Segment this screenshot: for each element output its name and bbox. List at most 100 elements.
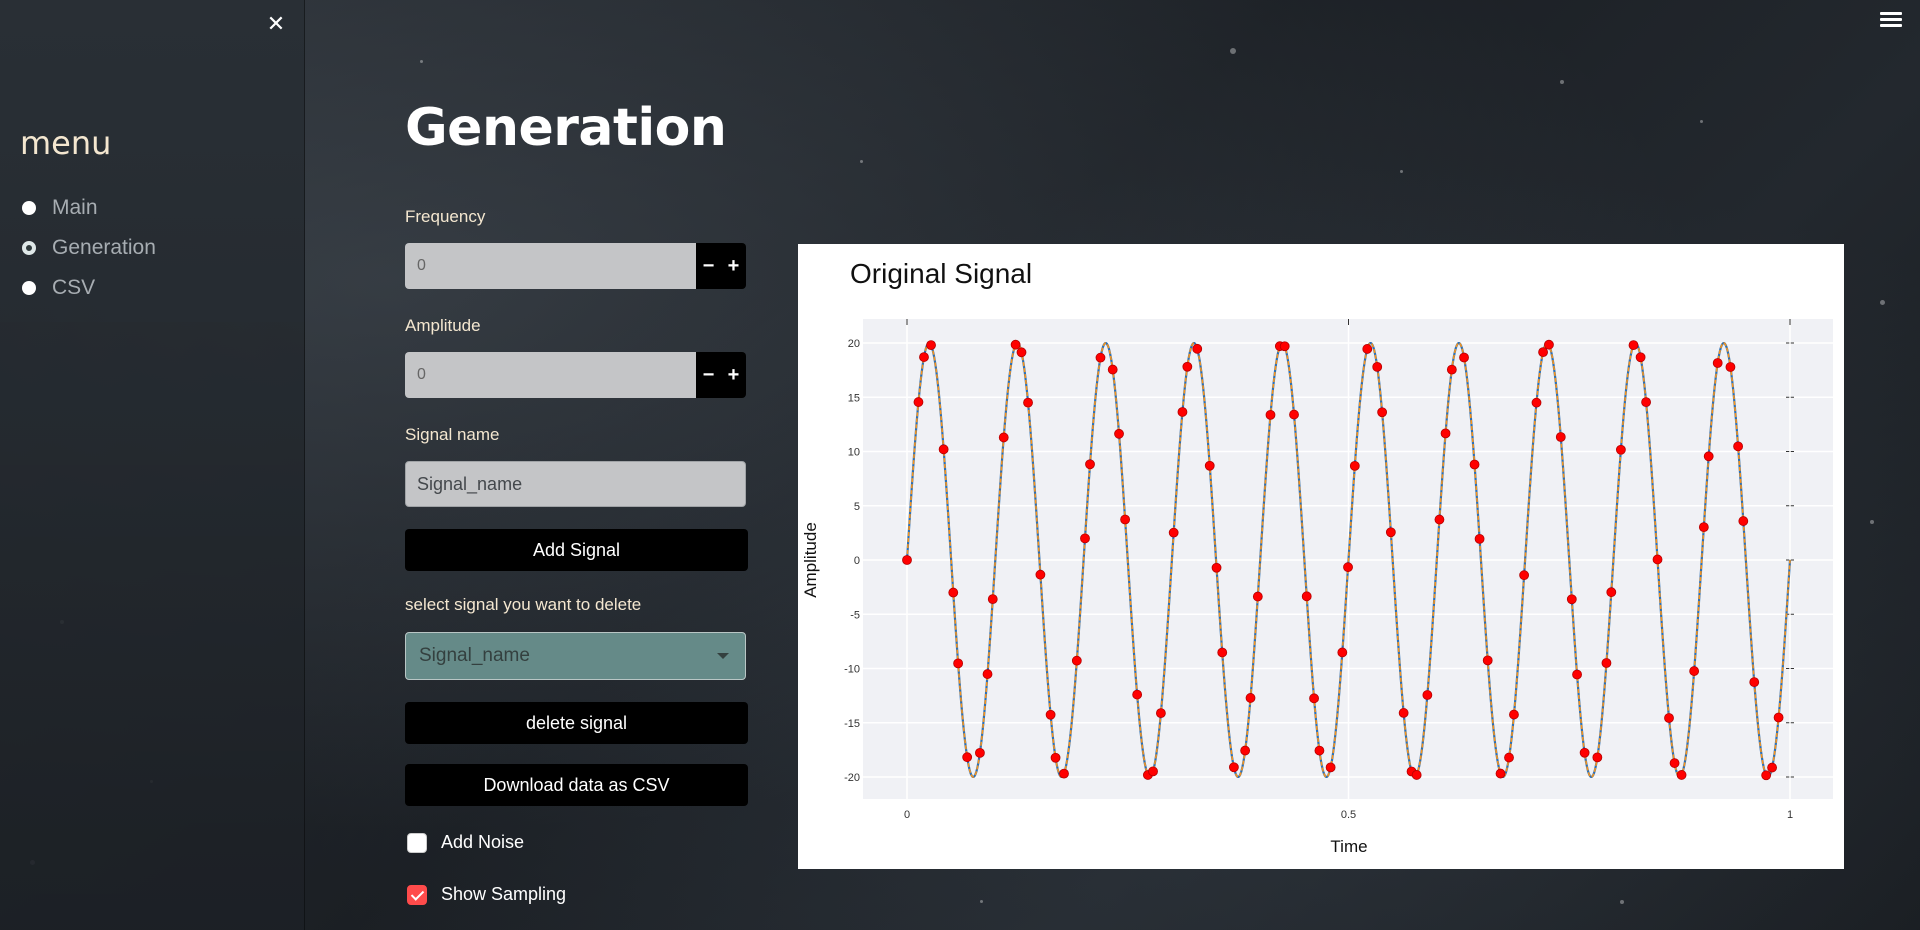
sample-point [1217,647,1228,658]
sample-point [1168,527,1179,538]
sample-point [1155,708,1166,719]
amplitude-field[interactable]: 0 [405,352,696,398]
sample-point [1337,647,1348,658]
sample-point [1192,343,1203,354]
amplitude-increment-button[interactable]: + [721,352,746,398]
delete-select-value: Signal_name [419,645,530,666]
sample-point [1592,752,1603,763]
y-tick-label: -10 [844,664,860,676]
sample-point [1652,554,1663,565]
delete-signal-select[interactable]: Signal_name [405,632,746,680]
nav-item-csv[interactable]: CSV [22,268,156,308]
radio-button-main[interactable] [22,201,36,215]
page-title: Generation [405,98,727,158]
sample-point [1422,690,1433,700]
sample-point [1606,587,1617,598]
amplitude-input: 0 − + [405,352,746,398]
sample-point [1676,770,1687,780]
sample-point [1601,658,1612,668]
x-tick-label: 0 [904,809,910,821]
signal-line [906,342,1791,778]
sample-point [938,444,949,455]
y-tick-label: -5 [850,609,860,621]
sample-point [1669,758,1680,768]
nav-item-generation[interactable]: Generation [22,228,156,268]
sample-point [1325,762,1336,773]
sample-point [1107,364,1118,375]
close-sidebar-button[interactable]: ✕ [262,10,290,38]
show-sampling-checkbox-row[interactable]: Show Sampling [407,884,566,905]
sample-point [1566,594,1577,605]
y-tick-label: 5 [854,501,860,513]
sample-point [982,669,993,679]
sample-point [1509,709,1519,720]
chart-canvas: Original Signal 20 15 10 5 0 -5 -10 -15 -20 0 0.5 1 T… [801,258,1833,856]
frequency-increment-button[interactable]: + [721,243,746,289]
sample-point [1016,347,1027,358]
sample-point [1703,451,1714,462]
frequency-label: Frequency [405,207,486,226]
frequency-decrement-button[interactable]: − [696,243,721,289]
sample-point [913,397,924,407]
sample-point [1615,444,1626,455]
sample-point [1434,514,1445,525]
y-axis-label: Amplitude [801,522,820,598]
nav-item-label: CSV [52,276,96,299]
sample-point [1045,709,1056,720]
nav-item-label: Main [52,196,98,219]
add-noise-checkbox-row[interactable]: Add Noise [407,832,524,853]
sample-point [1773,712,1784,723]
sample-point [1628,340,1639,351]
sample-point [1761,770,1772,781]
y-tick-label: 15 [848,392,860,404]
signal-name-input[interactable]: Signal_name [405,461,746,507]
sample-point [1635,352,1646,363]
sample-point [1377,407,1388,418]
sample-point [1572,669,1582,680]
sample-point [1245,693,1256,703]
add-noise-label: Add Noise [441,832,525,852]
sample-point [1738,516,1749,526]
signal-name-label: Signal name [405,425,500,444]
frequency-field[interactable]: 0 [405,243,696,289]
sample-point [1385,527,1396,538]
signal-chart: Original Signal 20 15 10 5 0 -5 -10 -15 -20 0 0.5 1 T… [798,244,1844,869]
add-signal-button[interactable]: Add Signal [405,529,748,571]
show-sampling-checkbox[interactable] [407,884,427,905]
sample-point [1579,747,1590,758]
radio-button-generation[interactable] [22,241,36,255]
download-csv-button[interactable]: Download data as CSV [405,764,748,806]
add-noise-checkbox[interactable] [407,832,427,853]
delete-select-label: select signal you want to delete [405,595,642,614]
sample-point [1080,533,1090,544]
y-tick-label: -15 [844,718,860,730]
sample-point [926,340,936,351]
delete-signal-button[interactable]: delete signal [405,702,748,744]
radio-button-csv[interactable] [22,281,36,295]
amplitude-decrement-button[interactable]: − [696,352,721,398]
sample-point [1279,341,1290,352]
nav-item-label: Generation [52,236,156,259]
sample-point [1035,569,1046,580]
sample-point [1289,409,1299,420]
sample-point [1177,407,1188,417]
sample-point [1538,347,1548,358]
main-menu-button[interactable] [1880,12,1902,32]
sample-point [1148,766,1158,777]
sample-point [1114,428,1124,439]
sample-point [1504,752,1514,763]
y-tick-label: 10 [848,447,860,459]
sample-point [1474,533,1485,544]
sample-point [1733,441,1744,452]
sample-point [1010,339,1021,350]
nav-item-main[interactable]: Main [22,188,156,228]
sample-point [1664,713,1674,723]
sample-point [1555,432,1566,442]
sample-point [1641,397,1651,407]
sample-point [1228,762,1239,773]
sample-point [1182,361,1193,372]
x-tick-label: 1 [1787,809,1793,821]
sample-point [1531,397,1542,408]
sample-point [1362,344,1373,354]
sample-point [1265,410,1276,420]
